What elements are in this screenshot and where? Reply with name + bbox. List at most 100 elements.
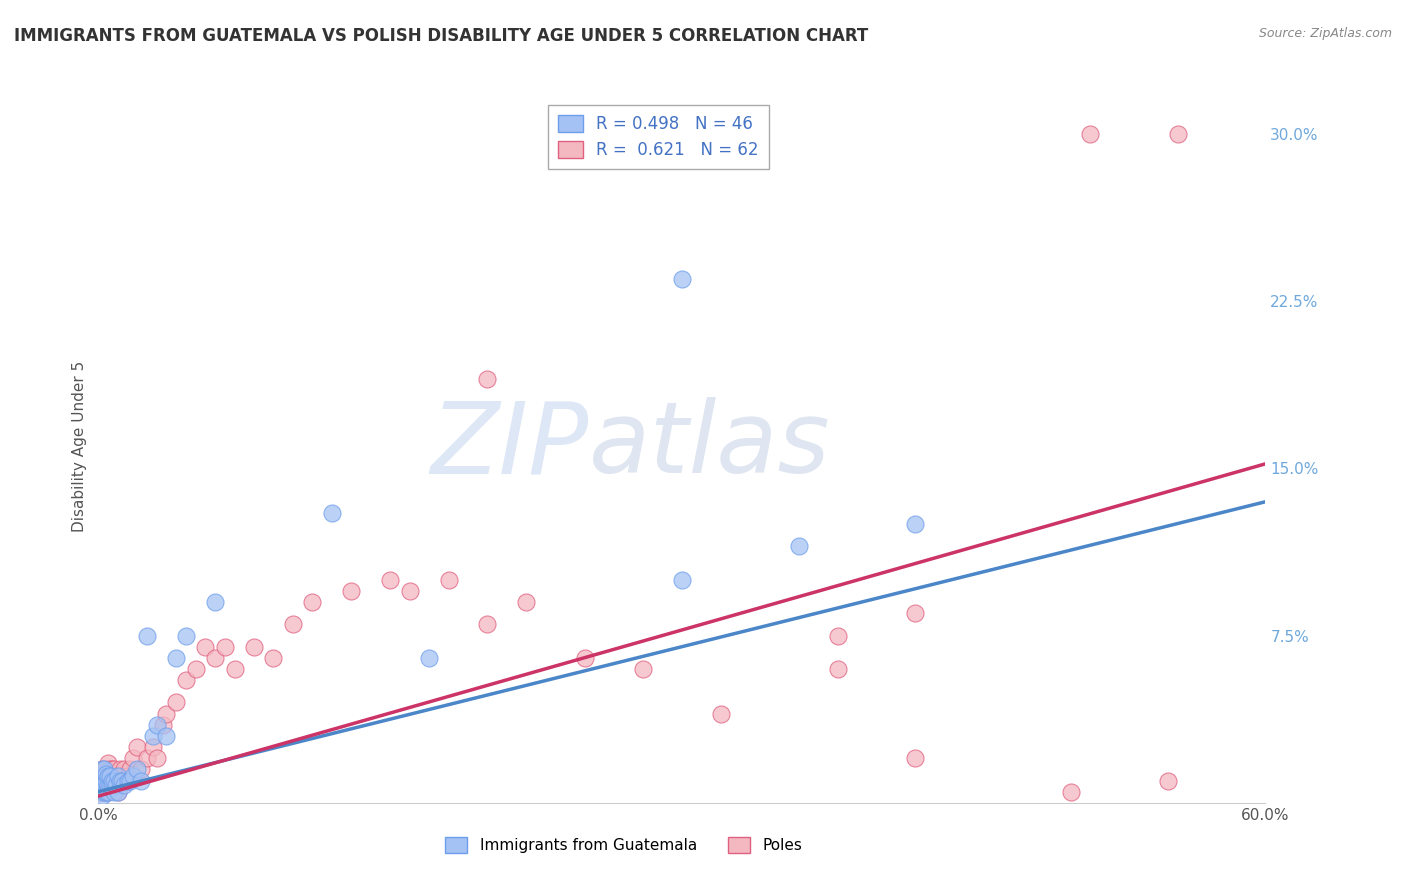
Point	[91, 773, 114, 788]
Point	[96, 785, 118, 799]
Text: IMMIGRANTS FROM GUATEMALA VS POLISH DISABILITY AGE UNDER 5 CORRELATION CHART: IMMIGRANTS FROM GUATEMALA VS POLISH DISA…	[14, 27, 869, 45]
Point	[93, 762, 115, 776]
Y-axis label: Disability Age Under 5: Disability Age Under 5	[72, 360, 87, 532]
Point	[112, 778, 135, 792]
Point	[136, 628, 159, 642]
Point	[91, 773, 114, 788]
Point	[477, 617, 499, 632]
Point	[129, 762, 152, 776]
Point	[101, 762, 124, 776]
Point	[380, 573, 402, 587]
Point	[107, 769, 129, 783]
Point	[96, 773, 118, 788]
Point	[827, 662, 849, 676]
Point	[112, 762, 135, 776]
Point	[152, 717, 174, 731]
Point	[321, 506, 343, 520]
Point	[142, 740, 165, 755]
Point	[108, 762, 131, 776]
Point	[340, 583, 363, 598]
Point	[93, 769, 115, 783]
Point	[671, 573, 693, 587]
Point	[111, 773, 134, 788]
Point	[787, 539, 810, 553]
Point	[437, 573, 460, 587]
Point	[127, 740, 149, 755]
Point	[96, 785, 118, 799]
Point	[204, 595, 226, 609]
Point	[174, 673, 197, 687]
Point	[89, 785, 111, 799]
Point	[904, 607, 927, 621]
Point	[93, 778, 115, 792]
Point	[107, 785, 129, 799]
Point	[146, 717, 169, 731]
Point	[117, 769, 139, 783]
Point	[262, 651, 284, 665]
Point	[91, 782, 114, 797]
Legend: Immigrants from Guatemala, Poles: Immigrants from Guatemala, Poles	[439, 831, 808, 859]
Point	[91, 785, 114, 799]
Point	[155, 706, 177, 721]
Point	[97, 785, 120, 799]
Text: Source: ZipAtlas.com: Source: ZipAtlas.com	[1258, 27, 1392, 40]
Text: atlas: atlas	[589, 398, 830, 494]
Point	[104, 769, 127, 783]
Point	[904, 516, 927, 531]
Point	[118, 762, 141, 776]
Point	[904, 751, 927, 765]
Point	[214, 640, 236, 654]
Point	[281, 617, 304, 632]
Point	[174, 628, 197, 642]
Point	[103, 762, 125, 776]
Point	[204, 651, 226, 665]
Point	[96, 767, 118, 781]
Point	[93, 773, 115, 788]
Point	[631, 662, 654, 676]
Point	[111, 769, 134, 783]
Point	[101, 778, 124, 792]
Point	[1060, 785, 1083, 799]
Point	[165, 696, 187, 710]
Point	[671, 271, 693, 285]
Point	[127, 762, 149, 776]
Point	[165, 651, 187, 665]
Point	[89, 773, 111, 788]
Point	[515, 595, 537, 609]
Point	[98, 778, 121, 792]
Point	[89, 785, 111, 799]
Point	[194, 640, 217, 654]
Point	[477, 372, 499, 386]
Point	[136, 751, 159, 765]
Point	[184, 662, 207, 676]
Point	[91, 789, 114, 804]
Point	[104, 778, 127, 792]
Point	[97, 756, 120, 770]
Point	[89, 778, 111, 792]
Point	[142, 729, 165, 743]
Point	[224, 662, 246, 676]
Point	[103, 785, 125, 799]
Point	[98, 778, 121, 792]
Point	[93, 785, 115, 799]
Point	[91, 762, 114, 776]
Point	[97, 785, 120, 799]
Point	[1167, 127, 1189, 141]
Point	[118, 773, 141, 788]
Point	[122, 751, 145, 765]
Point	[1080, 127, 1102, 141]
Point	[101, 773, 124, 788]
Point	[418, 651, 440, 665]
Point	[97, 769, 120, 783]
Point	[108, 773, 131, 788]
Point	[398, 583, 420, 598]
Point	[107, 769, 129, 783]
Point	[155, 729, 177, 743]
Text: ZIP: ZIP	[430, 398, 589, 494]
Point	[129, 773, 152, 788]
Point	[301, 595, 323, 609]
Point	[96, 773, 118, 788]
Point	[98, 769, 121, 783]
Point	[97, 778, 120, 792]
Point	[827, 628, 849, 642]
